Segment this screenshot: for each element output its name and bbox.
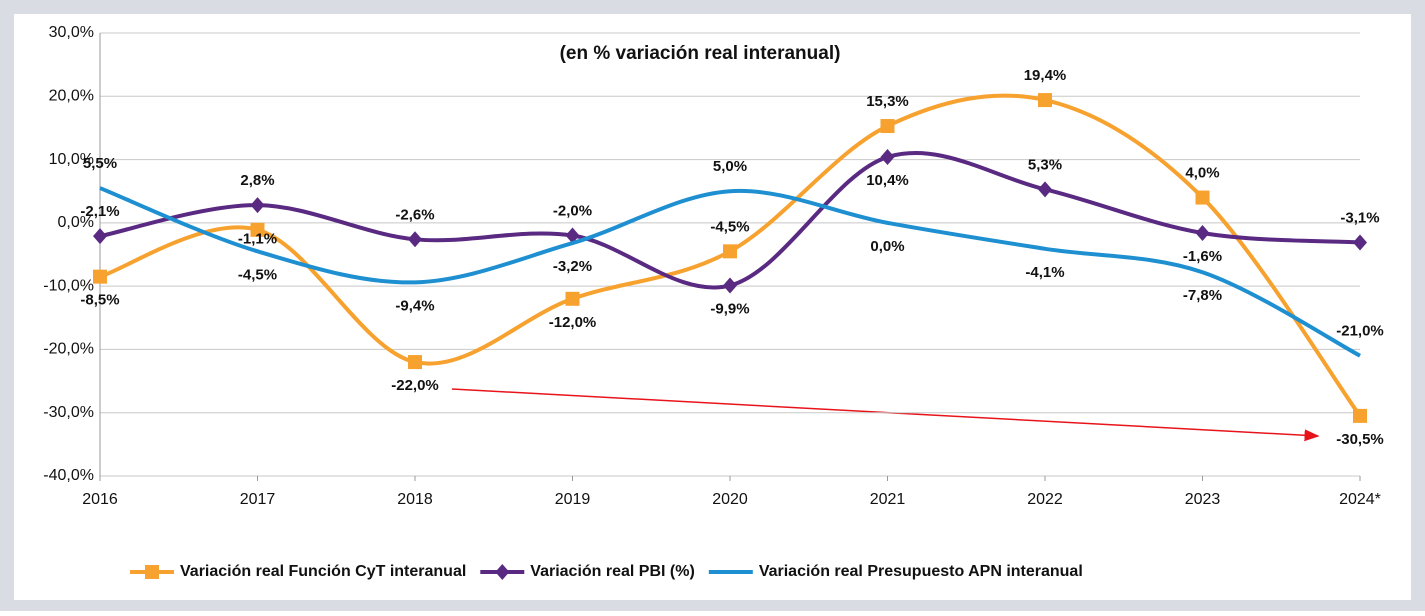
marker [408, 231, 422, 248]
y-tick-label: -40,0% [43, 467, 94, 484]
marker [565, 227, 580, 244]
data-label: -2,6% [395, 206, 434, 223]
marker [93, 269, 107, 284]
marker [723, 244, 737, 259]
data-label: 2,8% [240, 172, 274, 189]
data-label: -3,2% [553, 258, 592, 275]
legend-marker [145, 565, 159, 579]
x-tick-label: 2016 [82, 491, 118, 508]
legend-label: Variación real PBI (%) [530, 563, 695, 580]
x-tick-label: 2024* [1339, 491, 1381, 508]
data-label: -3,1% [1340, 209, 1379, 226]
data-label: -4,5% [710, 218, 749, 235]
data-label: -4,1% [1025, 264, 1064, 281]
data-label: -9,9% [710, 300, 749, 317]
x-tick-label: 2018 [397, 491, 433, 508]
data-label: -22,0% [391, 377, 439, 394]
data-label: 4,0% [1185, 165, 1219, 182]
data-label: 5,5% [83, 155, 117, 172]
data-label: 10,4% [866, 172, 909, 189]
panel [14, 14, 1411, 600]
legend-label: Variación real Presupuesto APN interanua… [759, 563, 1083, 580]
data-label: -4,5% [238, 266, 277, 283]
y-tick-label: -30,0% [43, 404, 94, 421]
data-label: -2,0% [553, 202, 592, 219]
data-label: 5,0% [713, 158, 747, 175]
marker [1353, 408, 1367, 423]
marker [250, 197, 265, 214]
data-label: 5,3% [1028, 156, 1062, 173]
y-tick-label: -20,0% [43, 341, 94, 358]
x-tick-label: 2021 [870, 491, 906, 508]
marker [408, 355, 422, 370]
y-tick-label: 10,0% [49, 151, 94, 168]
y-tick-label: 20,0% [49, 88, 94, 105]
x-tick-label: 2019 [555, 491, 591, 508]
x-tick-label: 2020 [712, 491, 748, 508]
data-label: -8,5% [80, 292, 119, 309]
series-line [99, 186, 1361, 358]
data-label: 15,3% [866, 93, 909, 110]
marker [723, 277, 737, 294]
data-label: -30,5% [1336, 431, 1384, 448]
marker [93, 228, 107, 245]
y-tick-label: 30,0% [49, 24, 94, 41]
data-label: -2,1% [80, 203, 119, 220]
data-label: -1,6% [1183, 248, 1222, 265]
marker [1038, 181, 1052, 198]
data-label: -21,0% [1336, 323, 1384, 340]
x-tick-label: 2017 [240, 491, 276, 508]
chart-title: (en % variación real interanual) [560, 43, 841, 64]
marker [880, 119, 895, 134]
marker [1038, 93, 1052, 108]
marker [880, 149, 895, 166]
data-label: 0,0% [870, 238, 904, 255]
data-label: -12,0% [549, 314, 597, 331]
x-tick-label: 2022 [1027, 491, 1063, 508]
y-tick-label: 0,0% [58, 214, 94, 231]
y-tick-label: -10,0% [43, 277, 94, 294]
marker [1353, 234, 1367, 251]
marker [565, 291, 580, 306]
data-label: -9,4% [395, 297, 434, 314]
marker [250, 222, 265, 237]
data-label: -7,8% [1183, 287, 1222, 304]
data-label: -1,1% [238, 230, 277, 247]
marker [1195, 190, 1210, 205]
legend-label: Variación real Función CyT interanual [180, 563, 466, 580]
data-label: 19,4% [1024, 67, 1067, 84]
marker [1195, 224, 1210, 241]
x-tick-label: 2023 [1185, 491, 1221, 508]
legend-marker [495, 564, 510, 580]
